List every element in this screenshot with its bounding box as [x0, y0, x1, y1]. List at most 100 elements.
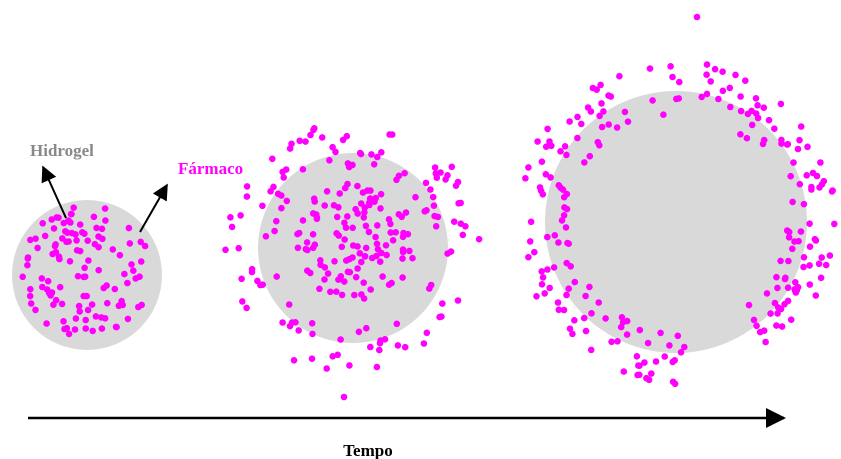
- drug-particle: [794, 145, 802, 153]
- drug-particle: [522, 175, 529, 182]
- drug-particle: [27, 285, 34, 293]
- drug-particle: [340, 393, 348, 401]
- drug-particle: [681, 343, 688, 351]
- drug-particle: [754, 102, 761, 109]
- drug-particle: [75, 302, 83, 310]
- drug-particle: [773, 322, 780, 329]
- drug-particle: [239, 298, 246, 305]
- drug-particle: [538, 268, 545, 275]
- drug-particle: [677, 349, 685, 356]
- drug-particle: [558, 217, 566, 224]
- drug-particle: [335, 204, 342, 211]
- drug-particle: [436, 313, 443, 321]
- drug-particle: [371, 198, 378, 205]
- drug-particle: [660, 111, 667, 118]
- drug-particle: [43, 286, 51, 293]
- drug-particle: [608, 338, 615, 346]
- drug-particle: [426, 285, 433, 292]
- drug-particle: [559, 186, 567, 193]
- drug-particle: [624, 118, 632, 125]
- drug-particle: [634, 371, 641, 379]
- drug-particle: [785, 234, 793, 241]
- drug-particle: [657, 329, 664, 337]
- drug-particle: [56, 283, 64, 291]
- drug-particle: [387, 229, 395, 236]
- drug-particle: [39, 220, 46, 227]
- drug-particle: [621, 108, 629, 116]
- drug-particle: [373, 252, 380, 260]
- drug-particle: [338, 243, 346, 251]
- drug-particle: [296, 137, 304, 145]
- drug-particle: [68, 210, 75, 218]
- drug-particle: [732, 71, 739, 79]
- drug-particle: [669, 378, 677, 386]
- drug-particle: [341, 278, 348, 285]
- drug-particle: [423, 207, 430, 214]
- drug-particle: [547, 174, 554, 181]
- drug-particle: [620, 368, 628, 375]
- drug-particle: [754, 114, 762, 122]
- drug-particle: [321, 264, 329, 271]
- drug-particle: [797, 228, 805, 235]
- drug-particle: [600, 108, 607, 115]
- drug-particle: [100, 284, 107, 292]
- drug-particle: [671, 357, 678, 364]
- drug-particle: [562, 224, 570, 231]
- drug-particle: [676, 78, 683, 86]
- drug-particle: [778, 140, 785, 147]
- drug-particle: [796, 136, 803, 144]
- drug-particle: [727, 103, 734, 111]
- drug-particle: [286, 322, 294, 330]
- drug-particle: [661, 353, 668, 360]
- drug-particle: [32, 306, 39, 314]
- drug-particle: [79, 229, 86, 236]
- drug-particle: [560, 212, 568, 219]
- drug-particle: [787, 172, 794, 180]
- drug-particle: [586, 283, 593, 291]
- drug-particle: [88, 301, 96, 308]
- drug-particle: [743, 134, 751, 142]
- drug-particle: [806, 281, 814, 288]
- drug-particle: [605, 121, 612, 128]
- drug-particle: [59, 235, 66, 242]
- drug-particle: [44, 277, 52, 285]
- drug-particle: [789, 245, 796, 253]
- drug-particle: [385, 281, 393, 289]
- drug-particles: [19, 13, 838, 401]
- drug-particle: [299, 166, 307, 173]
- drug-particle: [525, 253, 532, 261]
- drug-particle: [339, 136, 347, 144]
- drug-particle: [742, 77, 749, 84]
- drug-particle: [238, 275, 245, 283]
- drug-particle: [760, 104, 768, 111]
- drug-particle: [531, 248, 538, 256]
- drug-particle: [607, 93, 615, 100]
- drug-particle: [633, 353, 641, 360]
- drug-particle: [259, 281, 267, 289]
- drug-particle: [136, 273, 143, 281]
- drug-particle: [551, 232, 559, 239]
- drug-particle: [311, 241, 319, 248]
- drug-particle: [791, 286, 798, 293]
- drug-particle: [349, 161, 356, 169]
- drug-particle: [273, 217, 280, 225]
- drug-particle: [462, 223, 469, 230]
- drug-particle: [323, 365, 331, 372]
- drug-particle: [715, 95, 722, 103]
- drug-particle: [65, 238, 72, 245]
- drug-particle: [669, 73, 676, 81]
- drug-particle: [745, 301, 753, 309]
- drug-particle: [541, 290, 548, 297]
- drug-particle: [817, 274, 825, 282]
- drug-particle: [402, 209, 410, 216]
- drug-particle: [308, 355, 316, 363]
- drug-particle: [818, 254, 825, 261]
- drug-particle: [360, 214, 368, 221]
- drug-particle: [98, 325, 106, 332]
- drug-particle: [52, 241, 59, 248]
- drug-particle: [586, 152, 594, 160]
- drug-particle: [27, 300, 35, 307]
- drug-particle: [431, 164, 439, 171]
- drug-particle: [430, 202, 438, 209]
